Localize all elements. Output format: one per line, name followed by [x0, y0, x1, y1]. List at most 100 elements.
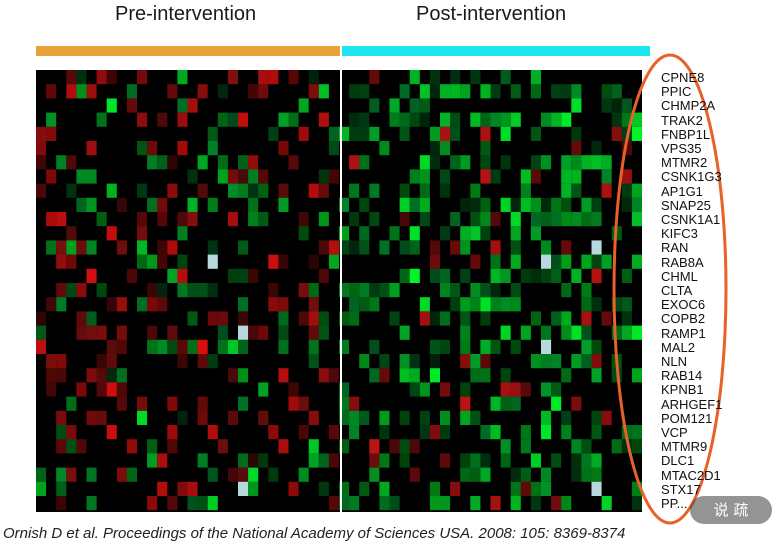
heatmap-cell: [238, 368, 249, 383]
heatmap-cell: [399, 325, 410, 340]
heatmap-cell: [530, 155, 541, 170]
heatmap-cell: [238, 481, 249, 496]
heatmap-cell: [409, 354, 420, 369]
heatmap-cell: [399, 84, 410, 99]
heatmap-cell: [197, 396, 208, 411]
heatmap-cell: [197, 155, 208, 170]
heatmap-cell: [419, 212, 430, 227]
heatmap-cell: [167, 240, 178, 255]
heatmap-cell: [349, 212, 360, 227]
heatmap-cell: [450, 84, 461, 99]
heatmap-cell: [339, 311, 350, 326]
heatmap-cell: [460, 382, 471, 397]
heatmap-cell: [581, 254, 592, 269]
heatmap-cell: [429, 254, 440, 269]
heatmap-cell: [167, 155, 178, 170]
heatmap-cell: [541, 197, 552, 212]
heatmap-cell: [399, 197, 410, 212]
heatmap-cell: [551, 311, 562, 326]
heatmap-cell: [177, 283, 188, 298]
heatmap-cell: [369, 467, 380, 482]
heatmap-cell: [541, 254, 552, 269]
heatmap-cell: [207, 425, 218, 440]
heatmap-cell: [298, 425, 309, 440]
heatmap-cell: [157, 339, 168, 354]
heatmap-cell: [187, 496, 198, 511]
heatmap-cell: [601, 496, 612, 511]
heatmap-cell: [530, 481, 541, 496]
heatmap-cell: [106, 297, 117, 312]
heatmap-cell: [571, 268, 582, 283]
heatmap-cell: [308, 297, 319, 312]
heatmap-cell: [359, 354, 370, 369]
heatmap-cell: [591, 425, 602, 440]
heatmap-cell: [581, 212, 592, 227]
heatmap-cell: [86, 197, 97, 212]
heatmap-cell: [137, 297, 148, 312]
heatmap-cell: [36, 467, 47, 482]
heatmap-cell: [480, 126, 491, 141]
heatmap-cell: [591, 197, 602, 212]
heatmap-cell: [470, 212, 481, 227]
gene-label: ARHGEF1: [661, 396, 723, 412]
heatmap-cell: [440, 496, 451, 511]
heatmap-cell: [86, 84, 97, 99]
heatmap-cell: [308, 410, 319, 425]
heatmap-cell: [116, 396, 127, 411]
gene-label: CHMP2A: [661, 98, 716, 114]
heatmap-cell: [258, 382, 269, 397]
heatmap-cell: [409, 268, 420, 283]
heatmap-cell: [369, 339, 380, 354]
heatmap-cell: [591, 141, 602, 156]
heatmap-cell: [571, 126, 582, 141]
heatmap-cell: [227, 112, 238, 127]
heatmap-cell: [258, 84, 269, 99]
heatmap-cell: [379, 453, 390, 468]
heatmap-cell: [177, 226, 188, 241]
heatmap-cell: [399, 354, 410, 369]
heatmap-cell: [581, 311, 592, 326]
heatmap-cell: [238, 268, 249, 283]
heatmap-cell: [510, 212, 521, 227]
heatmap-cell: [167, 425, 178, 440]
heatmap-cell: [96, 410, 107, 425]
heatmap-cell: [419, 84, 430, 99]
heatmap-cell: [450, 297, 461, 312]
heatmap-cell: [510, 112, 521, 127]
heatmap-cell: [207, 283, 218, 298]
heatmap-cell: [56, 410, 67, 425]
heatmap-cell: [207, 141, 218, 156]
heatmap-cell: [248, 155, 259, 170]
heatmap-cell: [177, 141, 188, 156]
heatmap-cell: [308, 453, 319, 468]
heatmap-cell: [530, 212, 541, 227]
heatmap-cell: [268, 70, 279, 85]
heatmap-cell: [530, 197, 541, 212]
heatmap-cell: [177, 212, 188, 227]
heatmap-cell: [571, 467, 582, 482]
heatmap-cell: [359, 155, 370, 170]
heatmap-cell: [177, 410, 188, 425]
heatmap-cell: [440, 339, 451, 354]
heatmap-cell: [359, 126, 370, 141]
heatmap-cell: [581, 354, 592, 369]
heatmap-cell: [328, 240, 339, 255]
heatmap-cell: [339, 339, 350, 354]
heatmap-cell: [126, 439, 137, 454]
heatmap-cell: [278, 141, 289, 156]
heatmap-cell: [308, 311, 319, 326]
heatmap-cell: [389, 226, 400, 241]
heatmap-cell: [500, 70, 511, 85]
gene-label: DLC1: [661, 453, 695, 469]
heatmap-cell: [238, 169, 249, 184]
heatmap-cell: [238, 339, 249, 354]
heatmap-cell: [510, 226, 521, 241]
heatmap-cell: [561, 169, 572, 184]
heatmap-cell: [126, 98, 137, 113]
heatmap-cell: [379, 283, 390, 298]
heatmap-cell: [207, 496, 218, 511]
heatmap-cell: [96, 283, 107, 298]
heatmap-cell: [419, 297, 430, 312]
heatmap-cell: [571, 453, 582, 468]
heatmap-cell: [137, 240, 148, 255]
